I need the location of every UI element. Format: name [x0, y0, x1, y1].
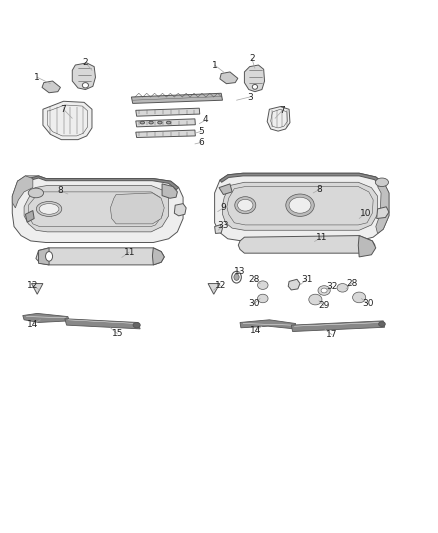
Ellipse shape [235, 197, 256, 214]
Polygon shape [39, 248, 49, 265]
Ellipse shape [252, 84, 258, 90]
Text: 2: 2 [249, 54, 254, 63]
Ellipse shape [378, 321, 385, 326]
Text: 10: 10 [360, 209, 371, 217]
Text: 5: 5 [198, 127, 205, 135]
Ellipse shape [158, 122, 162, 124]
Text: 12: 12 [215, 281, 226, 289]
Ellipse shape [258, 294, 268, 303]
Text: 28: 28 [346, 279, 357, 288]
Ellipse shape [149, 122, 153, 124]
Ellipse shape [258, 281, 268, 289]
Polygon shape [24, 185, 169, 232]
Ellipse shape [337, 284, 348, 292]
Text: 30: 30 [362, 300, 374, 308]
Text: 4: 4 [203, 116, 208, 124]
Ellipse shape [234, 274, 239, 280]
Ellipse shape [237, 199, 253, 211]
Polygon shape [152, 248, 164, 265]
Ellipse shape [375, 178, 389, 187]
Polygon shape [110, 193, 164, 224]
Polygon shape [18, 176, 179, 190]
Ellipse shape [318, 286, 330, 295]
Text: 30: 30 [248, 300, 260, 308]
Ellipse shape [166, 122, 171, 124]
Polygon shape [23, 313, 69, 322]
Polygon shape [208, 284, 220, 294]
Ellipse shape [46, 252, 53, 261]
Polygon shape [223, 182, 378, 230]
Text: 1: 1 [34, 73, 40, 82]
Text: 2: 2 [83, 58, 88, 67]
Polygon shape [215, 225, 223, 233]
Polygon shape [291, 321, 385, 332]
Polygon shape [220, 72, 238, 84]
Polygon shape [377, 207, 389, 219]
Polygon shape [174, 204, 186, 216]
Text: 3: 3 [247, 93, 253, 101]
Polygon shape [136, 108, 200, 116]
Polygon shape [238, 236, 375, 253]
Polygon shape [32, 284, 43, 294]
Polygon shape [136, 130, 195, 138]
Ellipse shape [82, 83, 88, 88]
Polygon shape [36, 248, 164, 265]
Polygon shape [215, 173, 389, 241]
Ellipse shape [36, 201, 62, 216]
Text: 14: 14 [27, 320, 39, 328]
Polygon shape [72, 63, 95, 90]
Ellipse shape [133, 322, 140, 328]
Text: 7: 7 [60, 105, 67, 114]
Polygon shape [162, 184, 177, 198]
Text: 7: 7 [279, 106, 286, 115]
Text: 29: 29 [318, 302, 330, 310]
Polygon shape [131, 93, 223, 103]
Polygon shape [43, 101, 92, 140]
Text: 12: 12 [27, 281, 39, 289]
Polygon shape [25, 211, 34, 222]
Text: 15: 15 [112, 329, 123, 338]
Ellipse shape [140, 122, 145, 124]
Text: 13: 13 [234, 268, 246, 276]
Ellipse shape [309, 294, 322, 305]
Ellipse shape [321, 288, 327, 293]
Ellipse shape [232, 271, 241, 283]
Ellipse shape [28, 188, 44, 198]
Text: 11: 11 [316, 233, 328, 241]
Text: 8: 8 [317, 185, 323, 193]
Text: 32: 32 [326, 282, 338, 291]
Text: 33: 33 [218, 221, 229, 230]
Polygon shape [240, 320, 296, 329]
Text: 28: 28 [248, 275, 260, 284]
Polygon shape [65, 319, 140, 329]
Text: 11: 11 [124, 248, 135, 256]
Text: 9: 9 [220, 204, 226, 212]
Polygon shape [244, 65, 265, 92]
Polygon shape [220, 173, 385, 187]
Text: 8: 8 [57, 187, 64, 195]
Ellipse shape [286, 194, 314, 216]
Polygon shape [267, 107, 290, 131]
Text: 1: 1 [212, 61, 218, 69]
Polygon shape [136, 119, 195, 127]
Ellipse shape [353, 292, 366, 303]
Text: 31: 31 [301, 275, 312, 284]
Polygon shape [12, 176, 33, 208]
Polygon shape [358, 236, 376, 257]
Polygon shape [219, 184, 232, 195]
Ellipse shape [39, 204, 59, 214]
Polygon shape [376, 184, 389, 233]
Polygon shape [288, 279, 300, 290]
Ellipse shape [289, 197, 311, 213]
Text: 14: 14 [250, 326, 261, 335]
Text: 17: 17 [326, 330, 338, 339]
Polygon shape [12, 176, 183, 243]
Text: 6: 6 [198, 138, 205, 147]
Polygon shape [42, 81, 60, 93]
